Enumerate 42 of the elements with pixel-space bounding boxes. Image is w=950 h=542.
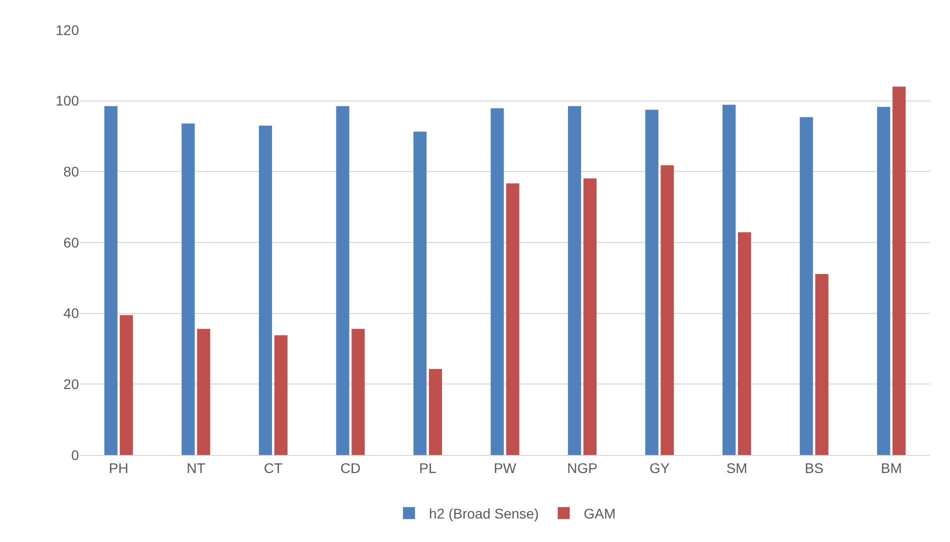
x-tick-label: GY xyxy=(649,460,670,476)
legend-label: h2 (Broad Sense) xyxy=(429,506,539,522)
y-tick-label: 20 xyxy=(63,376,80,392)
bar xyxy=(645,110,658,455)
bar xyxy=(258,126,272,455)
bar xyxy=(660,165,674,455)
bar xyxy=(506,183,520,455)
bar xyxy=(490,108,504,455)
x-tick-label: PH xyxy=(108,460,128,476)
x-tick-label: PW xyxy=(494,460,518,476)
x-tick-label: BM xyxy=(880,460,902,476)
bar xyxy=(274,335,288,455)
bar xyxy=(722,104,736,455)
x-tick-label: NGP xyxy=(567,460,598,476)
x-tick-label: NT xyxy=(186,460,206,476)
x-tick-label: PL xyxy=(419,460,437,476)
y-tick-label: 0 xyxy=(71,446,80,463)
y-tick-label: 120 xyxy=(56,22,80,38)
bar xyxy=(197,328,210,455)
bar xyxy=(583,178,597,455)
bar xyxy=(336,106,350,455)
x-tick-label: BS xyxy=(804,460,824,476)
bar xyxy=(815,274,828,455)
legend-label: GAM xyxy=(584,506,616,522)
bar xyxy=(428,368,442,455)
x-tick-label: CD xyxy=(340,460,361,476)
bar xyxy=(104,106,118,455)
y-tick-label: 80 xyxy=(63,164,80,180)
bar xyxy=(738,232,752,455)
x-tick-label: CT xyxy=(264,460,283,476)
bar xyxy=(800,117,813,455)
bar xyxy=(182,124,195,455)
y-tick-label: 100 xyxy=(56,92,80,109)
bar xyxy=(352,328,365,455)
bar xyxy=(413,132,427,455)
bar xyxy=(120,315,133,455)
bar xyxy=(892,86,906,455)
y-tick-label: 60 xyxy=(63,234,80,250)
bar xyxy=(877,106,890,455)
bar xyxy=(568,106,582,455)
y-tick-label: 40 xyxy=(63,305,80,322)
x-tick-label: SM xyxy=(726,460,748,476)
